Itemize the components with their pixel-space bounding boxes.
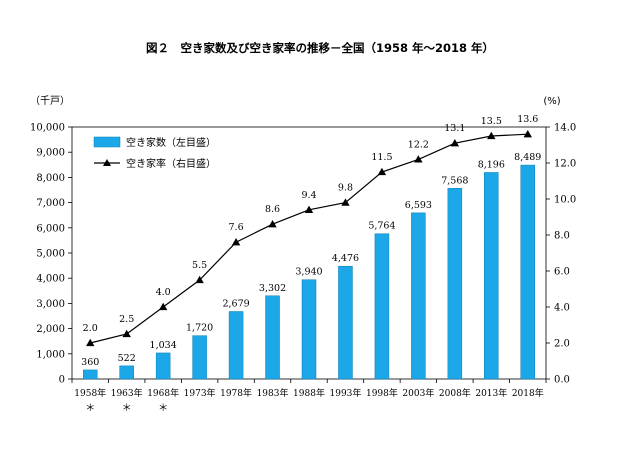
category-note: ＊: [122, 403, 132, 414]
left-tick-label: 4,000: [36, 274, 65, 285]
bar-data-label: 8,489: [514, 152, 541, 163]
x-category-label: 1988年: [293, 387, 325, 399]
bar-data-label: 1,034: [150, 340, 177, 351]
bar: [301, 279, 317, 380]
rate-data-label: 13.6: [517, 114, 538, 125]
bar: [374, 233, 390, 380]
rate-marker: [377, 167, 387, 176]
bar-data-label: 3,302: [259, 283, 286, 294]
left-tick-label: 6,000: [36, 223, 65, 234]
x-category-label: 1978年: [220, 387, 252, 399]
category-note: ＊: [158, 403, 168, 414]
plot-area: 0 1,000 2,000 3,000 4,000 5,000 6,000 7,000 8,00…: [30, 114, 576, 414]
rate-data-label: 7.6: [229, 222, 244, 233]
rate-marker: [268, 220, 277, 228]
bar: [192, 335, 207, 380]
bar: [484, 172, 499, 380]
rate-marker: [158, 302, 168, 311]
rate-marker: [487, 131, 496, 140]
rate-data-label: 2.5: [119, 314, 134, 325]
bar-data-label: 6,593: [405, 200, 432, 211]
bar-data-label: 360: [81, 357, 99, 368]
right-tick-label: 10.0: [554, 195, 576, 206]
rate-marker: [304, 205, 314, 213]
rate-data-label: 5.5: [192, 260, 207, 271]
left-tick-label: 2,000: [36, 324, 65, 335]
bar: [155, 352, 171, 380]
left-tick-label: 3,000: [36, 299, 65, 310]
bar: [265, 295, 280, 380]
rate-marker: [523, 130, 532, 138]
left-axis-unit: （千戸）: [30, 95, 70, 107]
rate-data-label: 9.4: [301, 190, 316, 201]
rate-data-label: 13.5: [481, 116, 502, 127]
bar-data-label: 8,196: [478, 159, 505, 170]
x-category-label: 1968年: [147, 387, 179, 399]
rate-marker: [341, 198, 350, 206]
rate-marker: [231, 238, 241, 246]
right-tick-label: 12.0: [554, 159, 576, 170]
bar-data-label: 5,764: [368, 221, 395, 232]
left-tick-label: 0: [59, 375, 65, 386]
legend-line-label: 空き家率（右目盛）: [126, 157, 216, 170]
bar-data-label: 7,568: [441, 175, 468, 186]
bar-data-label: 2,679: [222, 298, 249, 309]
right-tick-label: 4.0: [554, 303, 570, 314]
x-category-label: 2013年: [475, 387, 507, 399]
legend: 空き家数（左目盛） 空き家率（右目盛）: [93, 136, 216, 170]
category-note: ＊: [85, 403, 95, 414]
rate-marker: [414, 155, 423, 163]
x-category-label: 1998年: [366, 387, 398, 399]
rate-data-label: 13.1: [444, 123, 465, 134]
x-category-label: 2003年: [402, 387, 434, 399]
left-tick-label: 7,000: [36, 198, 65, 209]
right-tick-label: 6.0: [554, 267, 570, 278]
x-category-label: 1993年: [330, 387, 362, 399]
chart-title: 図２ 空き家数及び空き家率の推移－全国（1958 年～2018 年）: [146, 41, 494, 55]
bar-data-label: 522: [118, 353, 136, 364]
legend-marker: [103, 159, 111, 166]
bar: [82, 369, 98, 380]
x-category-label: 1983年: [257, 387, 289, 399]
bar: [338, 265, 353, 380]
legend-bar-swatch: [93, 136, 121, 148]
left-tick-label: 10,000: [30, 123, 65, 134]
rate-data-label: 4.0: [156, 287, 171, 298]
legend-bar-label: 空き家数（左目盛）: [126, 136, 216, 149]
rate-marker: [122, 329, 131, 338]
rate-marker: [86, 338, 95, 347]
bar: [447, 188, 463, 380]
right-tick-label: 2.0: [554, 339, 570, 350]
bar: [228, 311, 244, 380]
rate-data-label: 9.8: [338, 183, 353, 194]
bar: [119, 365, 134, 380]
x-category-label: 1973年: [184, 387, 216, 399]
bar-data-label: 3,940: [295, 267, 322, 278]
rate-data-label: 8.6: [265, 204, 280, 215]
bar: [520, 164, 536, 380]
bar-data-label: 4,476: [332, 253, 359, 264]
right-tick-label: 14.0: [554, 123, 576, 134]
rate-marker: [450, 139, 460, 147]
rate-marker: [195, 275, 204, 284]
rate-data-label: 2.0: [83, 323, 98, 334]
x-category-label: 1958年: [74, 387, 106, 399]
right-tick-label: 8.0: [554, 231, 570, 242]
bar: [411, 212, 426, 380]
rate-data-label: 12.2: [408, 139, 429, 150]
left-tick-label: 9,000: [36, 148, 65, 159]
x-category-label: 2008年: [439, 387, 471, 399]
left-tick-label: 8,000: [36, 173, 65, 184]
right-tick-label: 0.0: [554, 375, 570, 386]
x-category-label: 2018年: [512, 387, 544, 399]
rate-data-label: 11.5: [371, 152, 392, 163]
right-axis-unit: (%): [543, 96, 560, 107]
x-category-label: 1963年: [111, 387, 143, 399]
bar-data-label: 1,720: [186, 323, 213, 334]
left-tick-label: 5,000: [36, 249, 65, 260]
left-tick-label: 1,000: [36, 349, 65, 360]
